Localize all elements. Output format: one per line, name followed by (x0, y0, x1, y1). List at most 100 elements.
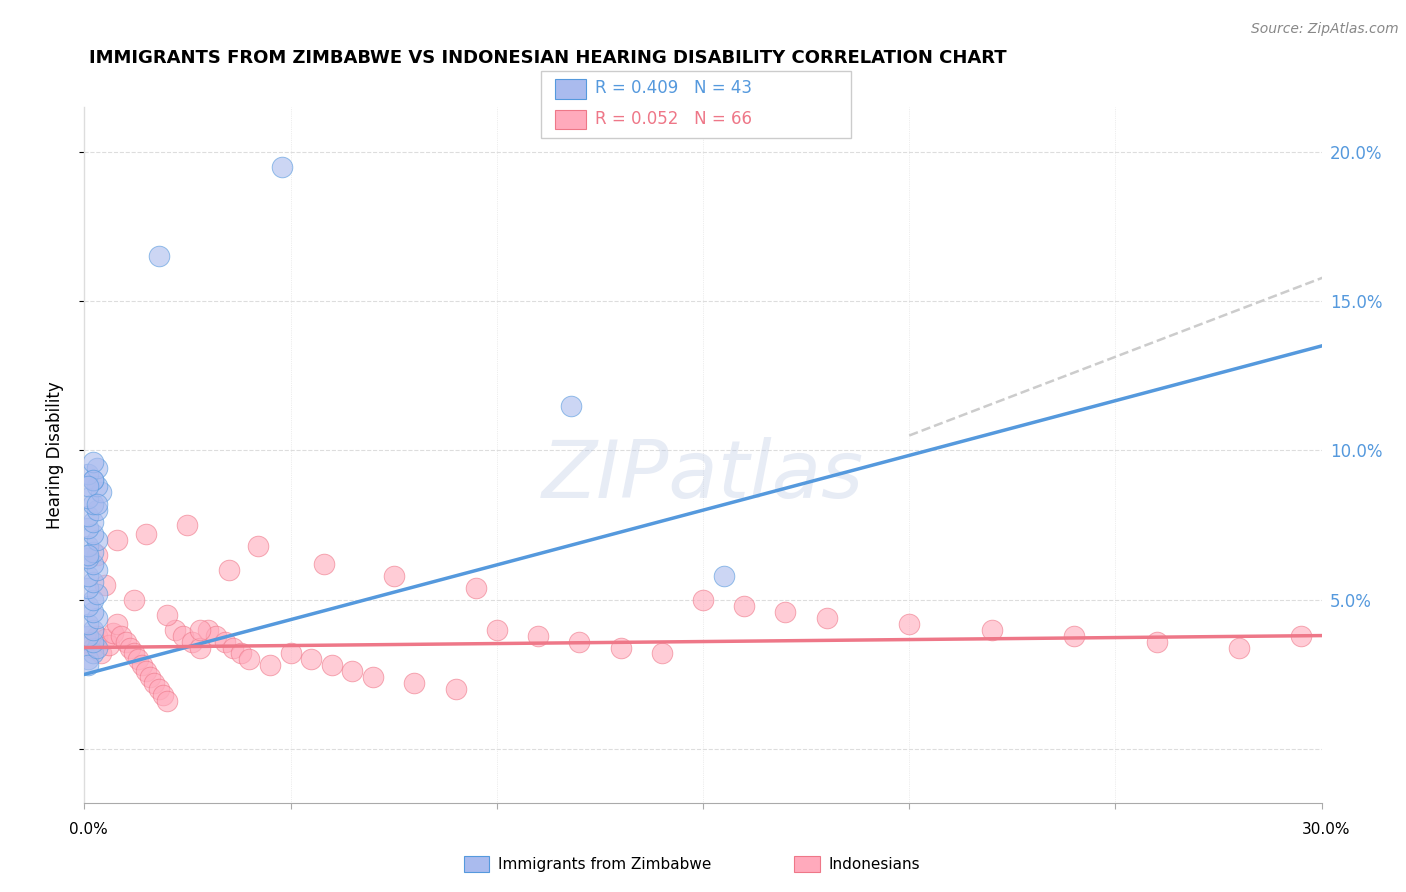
Point (86, 503, 108, 517)
Point (86, 640, 108, 655)
Point (229, 647, 252, 661)
Point (105, 533, 128, 547)
Point (90, 485, 112, 500)
Point (82, 473, 104, 487)
Point (77, 539, 100, 553)
Point (246, 539, 269, 553)
Text: R = 0.052   N = 66: R = 0.052 N = 66 (595, 110, 752, 128)
Point (82, 592, 104, 607)
Point (86, 497, 108, 511)
Point (82, 545, 104, 559)
Point (86, 629, 108, 643)
Point (86, 533, 108, 547)
Point (188, 640, 211, 655)
Point (312, 557, 335, 571)
Point (77, 599, 100, 613)
Point (1063, 629, 1085, 643)
Point (122, 647, 145, 661)
Point (980, 623, 1002, 637)
Point (77, 629, 100, 643)
Point (86, 479, 108, 493)
Y-axis label: Hearing Disability: Hearing Disability (45, 381, 63, 529)
Point (568, 634, 591, 648)
Point (152, 688, 174, 702)
Text: Immigrants from Zimbabwe: Immigrants from Zimbabwe (498, 857, 711, 871)
Point (77, 479, 100, 493)
Point (77, 521, 100, 535)
Point (197, 623, 219, 637)
Point (98, 638, 121, 652)
Point (156, 607, 179, 622)
Point (382, 569, 405, 583)
Point (139, 670, 162, 684)
Text: 0.0%: 0.0% (69, 822, 108, 837)
Point (118, 640, 141, 655)
Point (733, 599, 755, 613)
Point (299, 652, 322, 666)
Point (82, 527, 104, 541)
Point (361, 670, 384, 684)
Point (77, 616, 100, 631)
Point (165, 623, 187, 637)
Point (321, 658, 343, 673)
Point (404, 676, 426, 690)
Point (90, 647, 112, 661)
Text: R = 0.409   N = 43: R = 0.409 N = 43 (595, 79, 752, 97)
Point (238, 652, 260, 666)
Point (82, 497, 104, 511)
Point (135, 527, 157, 541)
Text: ZIPatlas: ZIPatlas (541, 437, 865, 515)
Point (82, 640, 104, 655)
Point (77, 581, 100, 595)
Point (77, 658, 100, 673)
Point (82, 557, 104, 571)
Point (77, 550, 100, 565)
Point (127, 652, 149, 666)
Text: IMMIGRANTS FROM ZIMBABWE VS INDONESIAN HEARING DISABILITY CORRELATION CHART: IMMIGRANTS FROM ZIMBABWE VS INDONESIAN H… (89, 49, 1007, 67)
Point (82, 623, 104, 637)
Point (82, 515, 104, 529)
Point (815, 610, 838, 624)
Point (1289, 629, 1312, 643)
Point (77, 467, 100, 482)
Point (86, 461, 108, 475)
Point (214, 634, 236, 648)
Point (122, 592, 145, 607)
Point (114, 634, 136, 648)
Point (77, 569, 100, 583)
Text: Source: ZipAtlas.com: Source: ZipAtlas.com (1251, 21, 1399, 36)
Point (103, 625, 125, 640)
Point (218, 563, 240, 577)
Point (271, 160, 294, 174)
Point (86, 587, 108, 601)
Point (82, 605, 104, 619)
Point (77, 509, 100, 524)
Point (1227, 640, 1250, 655)
Point (180, 634, 202, 648)
Point (77, 652, 100, 666)
Point (1146, 634, 1168, 648)
Point (148, 682, 170, 697)
Point (205, 629, 228, 643)
Point (342, 665, 364, 679)
Point (77, 634, 100, 648)
Text: Indonesians: Indonesians (828, 857, 920, 871)
Point (280, 647, 302, 661)
Point (775, 605, 797, 619)
Point (143, 676, 166, 690)
Point (898, 616, 921, 631)
Point (527, 629, 550, 643)
Point (82, 455, 104, 469)
Point (651, 647, 673, 661)
Point (82, 647, 104, 661)
Point (94, 632, 117, 646)
Point (77, 491, 100, 506)
Point (86, 563, 108, 577)
Point (156, 694, 179, 708)
Point (259, 658, 281, 673)
Point (465, 581, 488, 595)
Point (176, 518, 198, 533)
Point (444, 682, 467, 697)
Point (188, 623, 211, 637)
Point (131, 658, 153, 673)
